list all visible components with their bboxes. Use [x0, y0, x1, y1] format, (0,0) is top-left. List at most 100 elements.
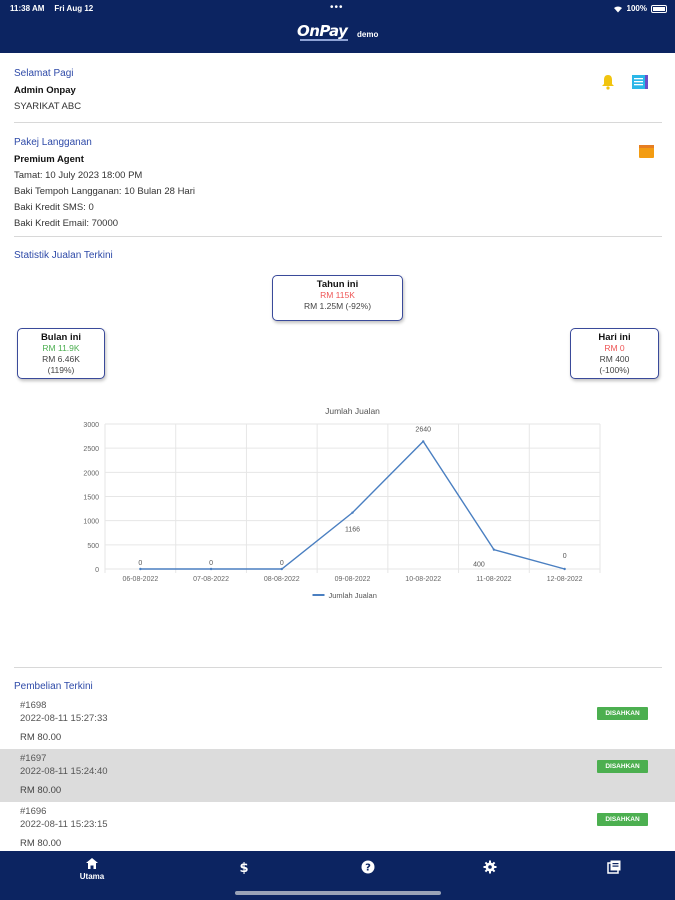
company-name: SYARIKAT ABC	[14, 101, 82, 112]
purchase-date: 2022-08-11 15:24:40	[20, 766, 108, 777]
stat-day-compare: RM 400	[599, 354, 630, 364]
data-label: 400	[473, 562, 485, 569]
email-credit: Baki Kredit Email: 70000	[14, 218, 119, 229]
status-date: Fri Aug 12	[54, 4, 94, 13]
stat-day-current: RM 0	[604, 343, 625, 353]
stat-month-label: Bulan ini	[40, 332, 82, 343]
package-name: Premium Agent	[14, 154, 84, 165]
status-bar-left: 11:38 AM Fri Aug 12	[10, 4, 103, 13]
battery-icon	[651, 4, 667, 13]
svg-text:?: ?	[365, 863, 371, 874]
x-tick-label: 12-08-2022	[547, 576, 583, 583]
home-icon	[86, 858, 98, 869]
app-header: 11:38 AM Fri Aug 12 ••• 100% OnPay demo	[0, 0, 675, 53]
purchase-amount: RM 80.00	[20, 838, 62, 849]
dollar-icon: $	[239, 861, 248, 874]
y-tick-label: 3000	[83, 422, 99, 429]
y-tick-label: 500	[87, 543, 99, 550]
multitask-dots[interactable]: •••	[330, 2, 344, 13]
divider	[14, 667, 662, 668]
purchases-section: Pembelian Terkini	[14, 681, 662, 692]
data-label: 0	[280, 560, 284, 567]
svg-text:$: $	[239, 861, 248, 874]
data-point	[209, 567, 213, 571]
stat-year-compare: RM 1.25M (-92%)	[303, 301, 372, 311]
stat-day-label: Hari ini	[598, 332, 631, 343]
purchase-row[interactable]: #1696 2022-08-11 15:23:15 RM 80.00 DISAH…	[0, 802, 675, 855]
stats-title: Statistik Jualan Terkini	[14, 250, 113, 261]
status-badge: DISAHKAN	[597, 813, 648, 826]
greeting-section: Selamat Pagi Admin Onpay SYARIKAT ABC	[14, 68, 662, 112]
y-tick-label: 1000	[83, 519, 99, 526]
data-label: 0	[209, 560, 213, 567]
y-tick-label: 0	[95, 567, 99, 574]
stats-section: Statistik Jualan Terkini	[14, 250, 662, 261]
data-point	[563, 567, 566, 571]
x-tick-label: 10-08-2022	[405, 576, 441, 583]
package-icon[interactable]	[639, 145, 654, 158]
purchase-id: #1696	[20, 806, 47, 817]
status-bar-right: 100%	[613, 4, 667, 13]
status-time: 11:38 AM	[10, 4, 45, 13]
data-point	[280, 567, 283, 571]
reports-icon	[607, 860, 621, 874]
help-icon: ?	[361, 860, 375, 874]
x-tick-label: 06-08-2022	[122, 576, 158, 583]
data-point	[492, 548, 496, 551]
package-expiry: Tamat: 10 July 2023 18:00 PM	[14, 170, 143, 181]
data-label: 1166	[345, 527, 360, 534]
purchase-row[interactable]: #1697 2022-08-11 15:24:40 RM 80.00 DISAH…	[0, 749, 675, 802]
stat-day-card[interactable]: Hari ini RM 0 RM 400 (-100%)	[570, 328, 659, 379]
nav-help[interactable]: ?	[338, 860, 398, 874]
nav-payments[interactable]: $	[214, 860, 274, 874]
y-tick-label: 2500	[83, 446, 99, 453]
data-point	[422, 440, 425, 443]
logo-underline	[300, 39, 348, 41]
divider	[14, 122, 662, 123]
home-indicator[interactable]	[235, 891, 441, 895]
y-tick-label: 1500	[83, 495, 99, 502]
nav-reports[interactable]	[584, 860, 644, 874]
data-label: 0	[138, 560, 142, 567]
stat-day-change: (-100%)	[599, 365, 630, 375]
purchase-amount: RM 80.00	[20, 732, 62, 743]
purchases-title: Pembelian Terkini	[14, 681, 93, 692]
sales-chart: Jumlah Jualan 0 500 1000 1500 2000 2500 3000 06-…	[60, 400, 620, 615]
purchase-id: #1698	[20, 700, 47, 711]
x-tick-label: 09-08-2022	[335, 576, 371, 583]
sms-credit: Baki Kredit SMS: 0	[14, 202, 94, 213]
y-tick-label: 2000	[83, 470, 99, 477]
x-tick-label: 07-08-2022	[193, 576, 229, 583]
sales-chart-svg: Jumlah Jualan 0 500 1000 1500 2000 2500 3000 06-…	[83, 406, 601, 600]
data-label: 2640	[415, 426, 431, 433]
purchase-id: #1697	[20, 753, 47, 764]
nav-settings[interactable]	[460, 860, 520, 874]
env-label: demo	[357, 30, 379, 39]
data-label: 0	[563, 553, 567, 560]
wifi-icon	[613, 5, 622, 12]
stat-month-change: (119%)	[47, 365, 75, 375]
battery-percent: 100%	[626, 4, 647, 13]
bell-icon[interactable]	[601, 74, 615, 90]
purchase-row[interactable]: #1698 2022-08-11 15:27:33 RM 80.00 DISAH…	[0, 696, 675, 749]
package-section: Pakej Langganan Premium Agent Tamat: 10 …	[14, 137, 662, 229]
greeting-title: Selamat Pagi	[14, 68, 74, 79]
stat-month-current: RM 11.9K	[42, 343, 80, 353]
stat-year-label: Tahun ini	[316, 279, 359, 290]
stat-year-card[interactable]: Tahun ini RM 115K RM 1.25M (-92%)	[272, 275, 403, 321]
user-name: Admin Onpay	[14, 85, 76, 96]
package-remaining: Baki Tempoh Langganan: 10 Bulan 28 Hari	[14, 186, 195, 197]
data-point	[351, 511, 354, 514]
nav-home[interactable]: Utama	[62, 857, 122, 881]
purchase-amount: RM 80.00	[20, 785, 62, 796]
stat-month-card[interactable]: Bulan ini RM 11.9K RM 6.46K (119%)	[17, 328, 105, 379]
divider	[14, 236, 662, 237]
book-icon[interactable]	[631, 74, 649, 90]
purchase-date: 2022-08-11 15:23:15	[20, 819, 108, 830]
nav-home-label: Utama	[79, 872, 105, 881]
status-badge: DISAHKAN	[597, 707, 648, 720]
stat-year-current: RM 115K	[320, 290, 355, 300]
x-tick-label: 11-08-2022	[476, 576, 511, 583]
onpay-logo: OnPay	[297, 22, 348, 40]
series-line	[140, 440, 565, 570]
